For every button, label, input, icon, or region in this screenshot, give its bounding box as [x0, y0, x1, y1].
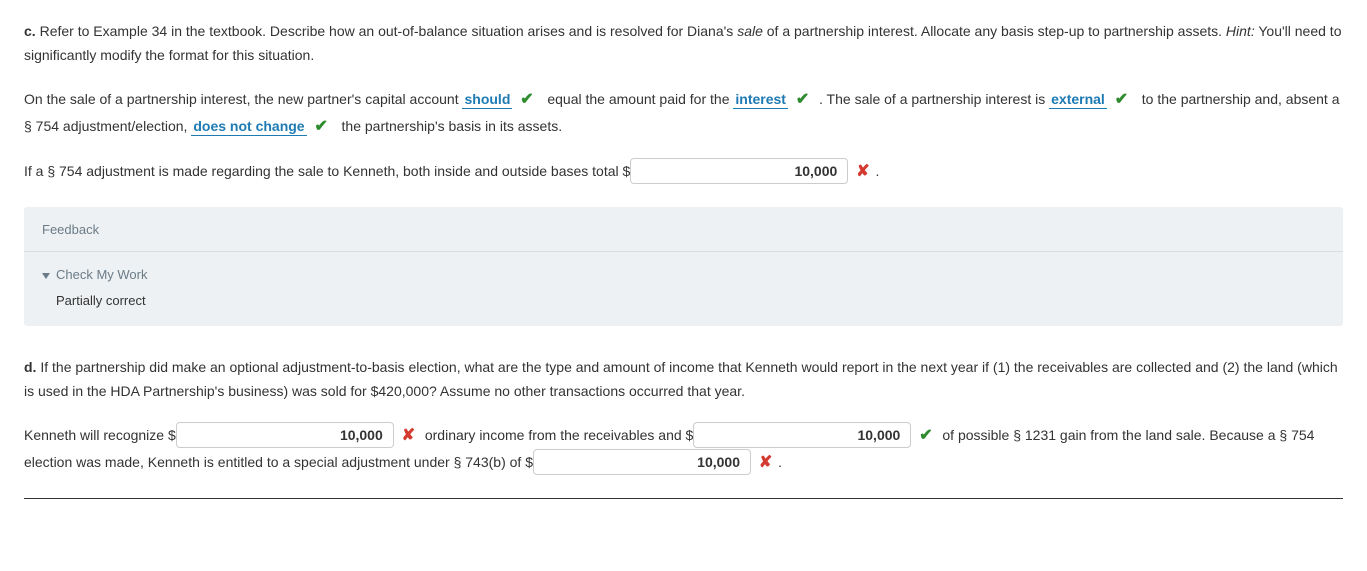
check-icon: ✔	[919, 427, 932, 444]
part-d-answer: Kenneth will recognize $ ✘ ordinary inco…	[24, 422, 1343, 476]
dropdown-doesnotchange[interactable]: does not change	[191, 118, 306, 136]
input-743b[interactable]	[533, 449, 751, 475]
c-ans-t1: On the sale of a partnership interest, t…	[24, 91, 462, 107]
check-my-work-toggle[interactable]: Check My Work	[42, 264, 1325, 286]
c-line2-t1: If a § 754 adjustment is made regarding …	[24, 163, 630, 179]
check-my-work-label: Check My Work	[56, 267, 148, 282]
part-c-answer-2: If a § 754 adjustment is made regarding …	[24, 158, 1343, 185]
feedback-status: Partially correct	[56, 290, 1325, 312]
check-icon: ✔	[314, 118, 327, 135]
part-d-text: If the partnership did make an optional …	[24, 359, 1338, 399]
part-c-answer-1: On the sale of a partnership interest, t…	[24, 86, 1343, 140]
input-1231-gain[interactable]	[693, 422, 911, 448]
part-c-text-2: of a partnership interest. Allocate any …	[763, 23, 1226, 39]
d-ans-t1: Kenneth will recognize $	[24, 427, 176, 443]
d-ans-period: .	[778, 454, 782, 470]
part-c-prompt: c. Refer to Example 34 in the textbook. …	[24, 20, 1343, 68]
part-c-label: c.	[24, 23, 36, 39]
check-icon: ✔	[796, 91, 809, 108]
part-c-text-1: Refer to Example 34 in the textbook. Des…	[40, 23, 738, 39]
feedback-body: Check My Work Partially correct	[24, 252, 1343, 326]
chevron-down-icon	[42, 273, 50, 279]
check-icon: ✔	[520, 91, 533, 108]
cross-icon: ✘	[856, 163, 869, 180]
cross-icon: ✘	[402, 427, 415, 444]
c-ans-t3: . The sale of a partnership interest is	[819, 91, 1049, 107]
input-receivables[interactable]	[176, 422, 394, 448]
c-line2-period: .	[875, 163, 879, 179]
dropdown-interest[interactable]: interest	[733, 91, 788, 109]
c-ans-t5: the partnership's basis in its assets.	[342, 118, 563, 134]
d-ans-t2: ordinary income from the receivables and…	[425, 427, 693, 443]
dropdown-should[interactable]: should	[462, 91, 512, 109]
check-icon: ✔	[1115, 91, 1128, 108]
sale-italic: sale	[737, 23, 763, 39]
dropdown-external[interactable]: external	[1049, 91, 1107, 109]
c-ans-t2: equal the amount paid for the	[547, 91, 733, 107]
cross-icon: ✘	[759, 454, 772, 471]
input-754-total[interactable]	[630, 158, 848, 184]
feedback-panel: Feedback Check My Work Partially correct	[24, 207, 1343, 326]
divider	[24, 498, 1343, 499]
part-d-prompt: d. If the partnership did make an option…	[24, 356, 1343, 404]
part-d-label: d.	[24, 359, 36, 375]
hint-label: Hint:	[1226, 23, 1255, 39]
feedback-title: Feedback	[24, 207, 1343, 252]
